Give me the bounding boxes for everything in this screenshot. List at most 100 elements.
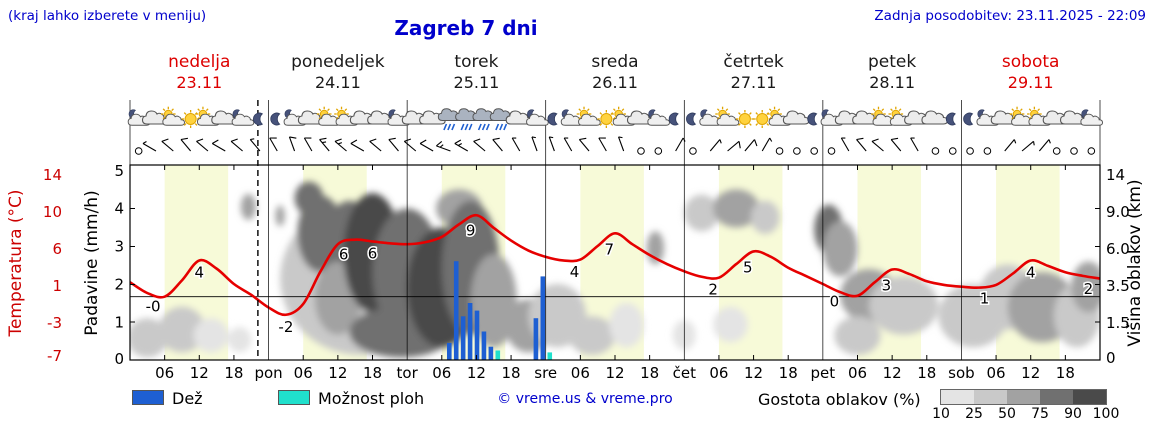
temp-value-label: 6 xyxy=(339,246,349,264)
wind-barb-icon xyxy=(1004,139,1017,152)
calm-wind-icon xyxy=(827,147,836,155)
wind-barb-icon xyxy=(709,139,722,152)
wind-barb-icon xyxy=(473,138,486,152)
x-axis-tick-label: 18 xyxy=(1055,364,1075,382)
x-axis-tick-label: 12 xyxy=(882,364,902,382)
moon-icon xyxy=(253,112,264,126)
density-tick-label: 90 xyxy=(1064,406,1082,422)
calm-wind-icon xyxy=(637,147,645,155)
calm-wind-icon xyxy=(1070,147,1078,155)
density-tick-label: 25 xyxy=(965,406,983,422)
wind-barb-icon xyxy=(212,139,226,152)
x-axis-tick-label: 18 xyxy=(501,364,521,382)
wind-barb-icon xyxy=(910,137,919,152)
wind-barb-icon xyxy=(196,138,209,152)
calm-wind-icon xyxy=(948,147,957,155)
x-axis-tick-label: 18 xyxy=(362,364,383,382)
density-swatch xyxy=(1040,390,1073,404)
calm-wind-icon xyxy=(134,147,143,155)
wind-barb-icon xyxy=(180,137,192,152)
temp-value-label: 7 xyxy=(604,241,614,259)
wind-barb-icon xyxy=(871,138,884,152)
precip-tick: 1 xyxy=(114,314,124,332)
x-axis-tick-label: 18 xyxy=(778,364,798,382)
wind-barb-icon xyxy=(727,140,741,152)
temp-value-label: 9 xyxy=(466,221,476,239)
wind-barb-icon xyxy=(578,137,590,152)
x-axis-tick-label: 06 xyxy=(709,364,729,382)
rain-swatch xyxy=(132,390,164,405)
x-axis-tick-label: tor xyxy=(396,364,418,382)
wind-barb-icon xyxy=(454,139,469,152)
calm-wind-icon xyxy=(775,147,784,155)
temp-tick: 14 xyxy=(43,166,62,184)
legend-rain-label: Dež xyxy=(172,389,203,408)
cloud-height-tick: 9.0 xyxy=(1106,203,1130,221)
x-axis-tick-label: 06 xyxy=(293,364,313,382)
last-update-timestamp: Zadnja posodobitev: 23.11.2025 - 22:09 xyxy=(874,8,1146,24)
x-axis-tick-label: pet xyxy=(810,364,836,382)
x-axis-tick-label: 06 xyxy=(986,364,1006,382)
x-axis-tick-label: 12 xyxy=(328,364,348,382)
sun-icon xyxy=(181,110,200,128)
cloud-density-legend-label: Gostota oblakov (%) xyxy=(758,390,921,409)
density-tick-label: 50 xyxy=(998,406,1016,422)
calm-wind-icon xyxy=(810,147,818,155)
cloud-height-tick: 14 xyxy=(1106,166,1125,184)
wind-barb-icon xyxy=(675,137,686,152)
wind-barb-icon xyxy=(334,138,347,152)
wind-barb-icon xyxy=(288,136,297,152)
moon-cloud-icon xyxy=(526,109,549,126)
temp-value-label: 6 xyxy=(368,244,378,262)
temp-tick: 10 xyxy=(43,203,62,221)
day-date: 28.11 xyxy=(869,73,916,92)
cloud-icon xyxy=(921,110,948,125)
showers-swatch xyxy=(278,390,310,405)
sun-cloud-icon xyxy=(576,106,601,126)
day-date: 29.11 xyxy=(1007,73,1054,92)
precip-tick: 4 xyxy=(114,200,124,218)
day-date: 23.11 xyxy=(176,73,223,92)
sun-cloud-icon xyxy=(715,106,740,126)
temp-value-label: 0 xyxy=(830,292,840,310)
x-axis-tick-label: 06 xyxy=(155,364,175,382)
sun-cloud-icon xyxy=(1009,106,1034,126)
day-date: 24.11 xyxy=(314,73,361,92)
sun-cloud-icon xyxy=(161,106,185,126)
temp-value-label: 3 xyxy=(882,277,892,295)
sun-cloud-icon xyxy=(871,106,896,126)
x-axis-tick-label: 06 xyxy=(570,364,590,382)
legend-showers-label: Možnost ploh xyxy=(318,389,425,408)
moon-icon xyxy=(686,112,697,126)
page-title: Zagreb 7 dni xyxy=(394,16,538,40)
x-axis-tick-label: 12 xyxy=(1021,364,1041,382)
wind-barb-icon xyxy=(856,137,867,152)
wind-barb-icon xyxy=(563,137,573,152)
sun-icon xyxy=(753,110,772,128)
temp-tick: 1 xyxy=(52,277,62,295)
wind-barb-icon xyxy=(161,138,174,152)
calm-wind-icon xyxy=(654,147,663,155)
wind-barb-icon xyxy=(890,137,902,152)
wind-barb-icon xyxy=(1038,139,1051,152)
temp-value-label: -0 xyxy=(146,297,161,315)
location-menu-hint: (kraj lahko izberete v meniju) xyxy=(8,8,207,24)
x-axis-tick-label: 12 xyxy=(189,364,209,382)
wind-barb-icon xyxy=(319,137,330,152)
density-tick-label: 75 xyxy=(1031,406,1049,422)
x-axis-tick-label: pon xyxy=(254,364,283,382)
x-axis-tick-label: 12 xyxy=(744,364,764,382)
wind-barb-icon xyxy=(548,136,555,152)
day-date: 27.11 xyxy=(730,73,777,92)
wind-barb-icon xyxy=(492,137,503,152)
credit-link[interactable]: © vreme.us & vreme.pro xyxy=(497,391,673,407)
temp-value-label: 2 xyxy=(708,280,718,298)
sun-icon xyxy=(735,110,754,128)
wind-barb-icon xyxy=(511,137,521,152)
temp-value-label: 4 xyxy=(195,263,205,281)
x-axis-tick-label: 18 xyxy=(917,364,937,382)
moon-icon xyxy=(270,112,281,126)
wind-barb-icon xyxy=(249,138,261,152)
